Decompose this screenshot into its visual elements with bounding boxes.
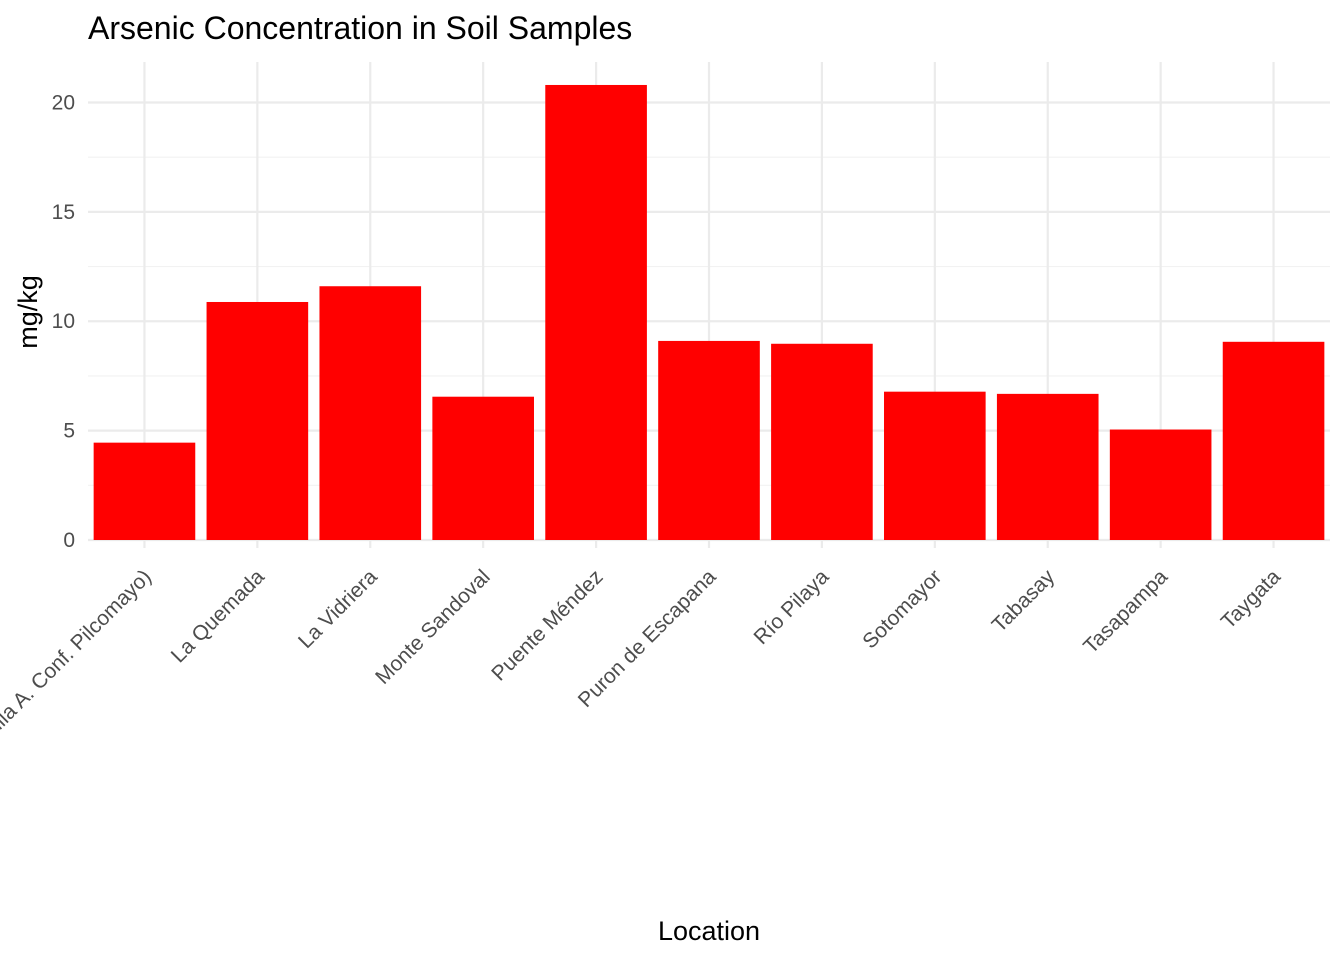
x-tick-label: La Vidriera xyxy=(294,565,382,653)
y-axis-title: mg/kg xyxy=(13,275,43,349)
bar xyxy=(319,286,422,540)
y-axis-tick-labels: 0 5 10 15 20 xyxy=(52,91,75,552)
y-tick-label: 5 xyxy=(63,420,75,443)
bar xyxy=(93,442,196,540)
y-tick-label: 15 xyxy=(52,201,75,224)
x-tick-label: Tabasay xyxy=(988,565,1060,637)
bar xyxy=(1109,429,1212,540)
y-tick-label: 10 xyxy=(52,310,75,333)
bar xyxy=(884,391,986,540)
y-tick-label: 0 xyxy=(63,529,75,552)
y-tick-label: 20 xyxy=(52,91,75,114)
bar xyxy=(206,301,309,540)
bar xyxy=(658,340,760,540)
x-tick-label: La Quemada xyxy=(167,565,269,667)
bar xyxy=(771,343,873,540)
x-axis-title: Location xyxy=(658,916,760,946)
bar xyxy=(545,84,647,541)
x-tick-label: (Villa A. Conf. Pilcomayo) xyxy=(0,565,156,749)
x-tick-label: Puente Méndez xyxy=(487,565,607,685)
x-tick-label: Tasapampa xyxy=(1079,565,1172,658)
bars xyxy=(93,84,1325,541)
x-tick-label: Río Pilaya xyxy=(749,565,833,649)
bar xyxy=(1222,341,1325,540)
bar xyxy=(996,393,1099,540)
x-axis-tick-labels: (Villa A. Conf. Pilcomayo) La Quemada La V… xyxy=(0,565,1285,749)
x-tick-label: Monte Sandoval xyxy=(371,565,495,689)
x-tick-label: Sotomayor xyxy=(858,565,946,653)
x-tick-label: Taygata xyxy=(1217,565,1285,633)
chart-title: Arsenic Concentration in Soil Samples xyxy=(88,10,632,46)
bar xyxy=(432,396,534,540)
